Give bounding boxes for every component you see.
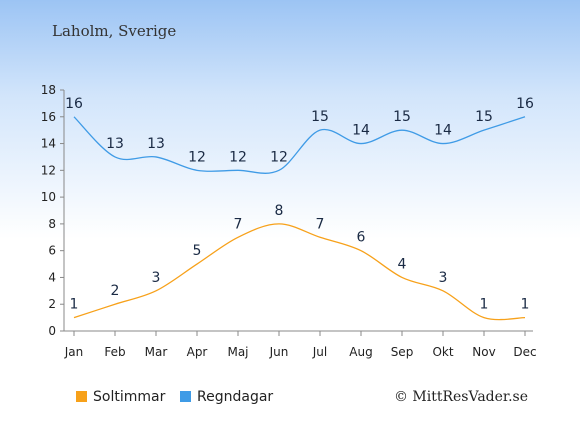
data-label: 1 [480,297,489,313]
legend-sun: Soltimmar [76,389,165,405]
data-label: 14 [352,123,370,139]
data-label: 1 [70,297,79,313]
data-label: 15 [475,109,493,125]
y-tick-label: 16 [41,110,56,124]
data-label: 12 [229,149,247,165]
legend-sun-label: Soltimmar [93,389,166,405]
data-label: 7 [234,216,243,232]
data-label: 14 [434,123,452,139]
x-tick-label: Sep [391,345,414,359]
y-tick-label: 10 [41,190,56,204]
data-label: 1 [521,297,530,313]
x-tick-label: Okt [432,345,453,359]
y-tick-label: 2 [48,297,56,311]
data-label: 3 [439,270,448,286]
data-label: 2 [111,283,120,299]
data-label: 12 [188,149,206,165]
data-label: 13 [106,136,124,152]
x-tick-label: Jul [312,345,327,359]
x-tick-label: Maj [227,345,248,359]
x-tick-label: Jan [64,345,84,359]
legend-rain-label: Regndagar [197,389,274,405]
data-label: 8 [275,203,284,219]
x-tick-label: Mar [145,345,168,359]
location-title: Laholm, Sverige [52,22,177,40]
data-label: 16 [65,96,83,112]
y-tick-label: 6 [48,244,56,258]
series-line-soltimmar [73,223,526,321]
legend-sun-swatch [76,391,87,402]
data-label: 15 [311,109,329,125]
data-label: 13 [147,136,165,152]
y-tick-label: 4 [48,270,56,284]
y-tick-label: 12 [41,163,56,177]
credit-text: © MittResVader.se [393,389,528,405]
x-tick-label: Aug [349,345,372,359]
y-tick-label: 18 [41,83,56,97]
legend-rain-swatch [180,391,191,402]
y-tick-label: 8 [48,217,56,231]
x-tick-label: Dec [513,345,536,359]
x-tick-label: Apr [187,345,208,359]
y-tick-label: 0 [48,324,56,338]
data-label: 15 [393,109,411,125]
data-label: 12 [270,149,288,165]
legend-rain: Regndagar [180,389,273,405]
x-tick-label: Nov [472,345,495,359]
data-label: 16 [516,96,534,112]
y-tick-label: 14 [41,137,56,151]
series-line-regndagar [73,116,526,174]
data-label: 6 [357,230,366,246]
data-label: 5 [193,243,202,259]
x-tick-label: Jun [269,345,289,359]
data-label: 3 [152,270,161,286]
x-tick-label: Feb [104,345,125,359]
data-label: 7 [316,216,325,232]
data-label: 4 [398,256,407,272]
